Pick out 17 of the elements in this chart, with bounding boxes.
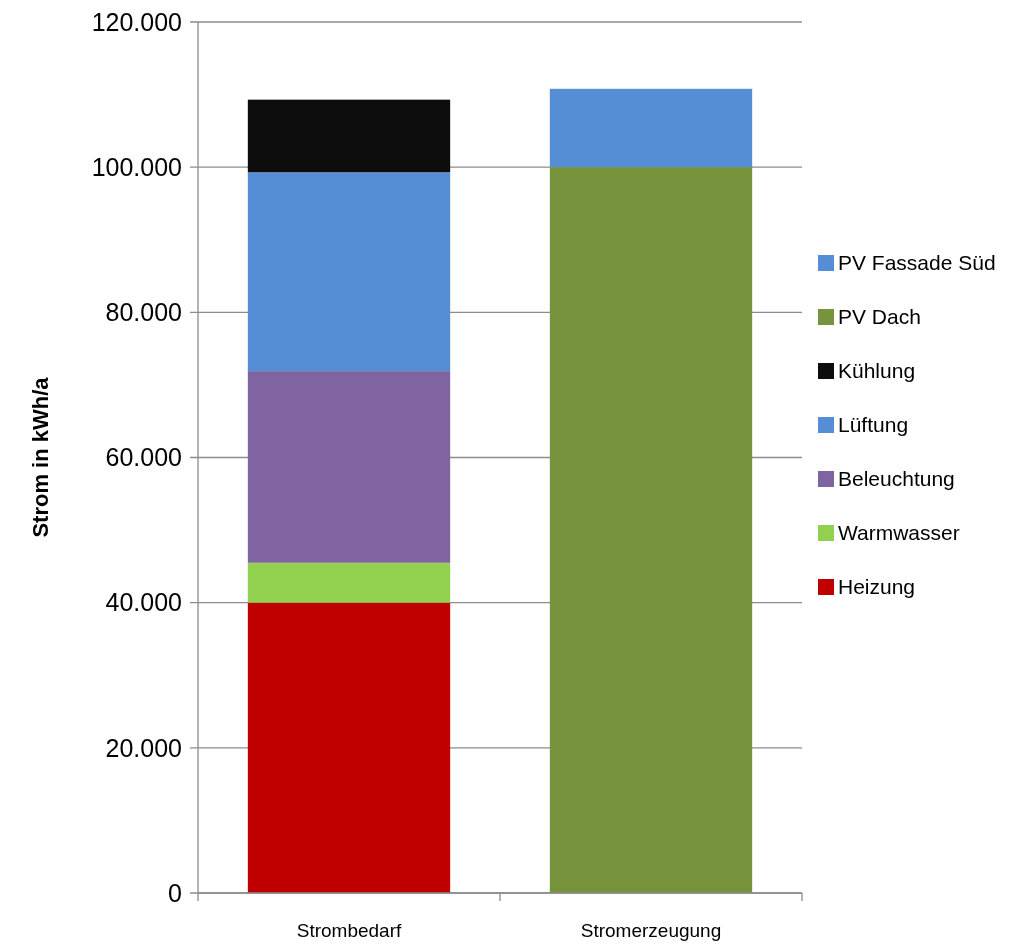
legend-label: Heizung bbox=[838, 575, 916, 599]
legend-label: PV Fassade Süd bbox=[838, 251, 996, 275]
legend-label: Kühlung bbox=[838, 359, 916, 383]
y-tick-label: 40.000 bbox=[105, 588, 182, 617]
y-tick-label: 60.000 bbox=[105, 443, 182, 472]
y-tick-label: 120.000 bbox=[91, 7, 182, 36]
y-axis-title: Strom in kWh/a bbox=[28, 376, 53, 538]
y-tick-label: 0 bbox=[168, 878, 182, 907]
y-tick-label: 80.000 bbox=[105, 298, 182, 327]
legend-label: PV Dach bbox=[838, 305, 921, 329]
y-tick-label: 100.000 bbox=[91, 152, 182, 181]
legend-label: Beleuchtung bbox=[838, 467, 955, 491]
y-tick-label: 20.000 bbox=[105, 733, 182, 762]
x-tick-label: Stromerzeugung bbox=[580, 920, 722, 941]
legend-label: Lüftung bbox=[838, 413, 909, 437]
legend-label: Warmwasser bbox=[838, 521, 960, 545]
x-tick-label: Strombedarf bbox=[296, 920, 402, 941]
